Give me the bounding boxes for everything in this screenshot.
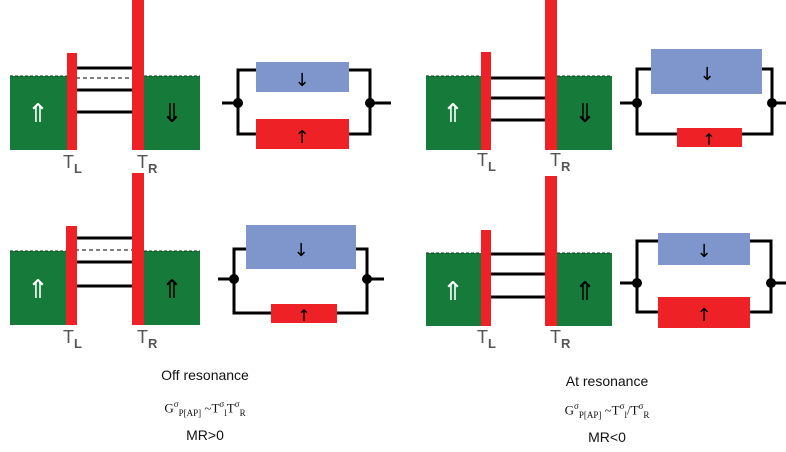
- spin-arrow-right: ⇑: [161, 275, 183, 305]
- spin-arrow-right: ⇓: [161, 99, 183, 129]
- right-barrier: [545, 0, 557, 150]
- left-barrier: [67, 53, 77, 150]
- junction-node: [632, 98, 642, 108]
- off-resonance-mr: MR>0: [186, 427, 224, 443]
- off-resonance-formula: GσP[AP] ~TσlTσR: [164, 399, 246, 418]
- spin-arrow-left: ⇑: [442, 277, 464, 307]
- resistor-arrow: ↓: [696, 241, 711, 262]
- at-resonance-formula: GσP[AP] ~Tσl/TσR: [564, 401, 650, 420]
- spin-arrow-right: ⇑: [574, 277, 596, 307]
- left-electrode: [10, 251, 66, 325]
- panel-bottom-left-junction: ⇑ ⇑ TL TR: [10, 173, 200, 351]
- spin-arrow-left: ⇑: [442, 99, 464, 129]
- left-barrier: [481, 52, 491, 150]
- resistor-spin-up: [677, 128, 742, 147]
- resistor-arrow: ↑: [702, 130, 715, 149]
- t-right-label: TR: [137, 327, 158, 351]
- circuit-top-left-parts: ↓ ↑: [233, 62, 375, 149]
- panel-top-right-junction: ⇑ ⇓ TL TR: [426, 0, 612, 174]
- circuit-top-right-parts: ↓ ↑: [632, 49, 777, 149]
- t-left-label: TL: [477, 327, 496, 351]
- right-barrier: [132, 0, 144, 150]
- right-barrier: [545, 176, 557, 326]
- resistor-spin-up: [256, 119, 349, 149]
- at-resonance-title: At resonance: [565, 373, 649, 389]
- right-electrode: [557, 253, 612, 326]
- right-electrode: [557, 76, 612, 150]
- t-right-label: TR: [550, 327, 571, 351]
- circuit-bottom-left-parts: ↓ ↑: [229, 225, 372, 325]
- t-left-label: TL: [63, 152, 82, 176]
- resistor-arrow: ↓: [293, 240, 308, 261]
- left-electrode: [426, 253, 481, 326]
- junction-node: [767, 98, 777, 108]
- resistor-spin-up: [271, 304, 337, 323]
- panel-top-left-junction: ⇑ ⇓ TL TR: [10, 0, 200, 176]
- right-electrode: [144, 76, 200, 150]
- panel-bottom-right-junction: ⇑ ⇑ TL TR: [426, 176, 612, 351]
- resistor-spin-up: [658, 297, 750, 328]
- t-left-label: TL: [477, 150, 496, 174]
- t-left-label: TL: [63, 327, 82, 351]
- off-resonance-title: Off resonance: [161, 367, 249, 383]
- t-right-label: TR: [550, 150, 571, 174]
- left-electrode: [10, 76, 67, 150]
- resistor-arrow: ↑: [294, 127, 309, 148]
- right-barrier: [132, 173, 144, 325]
- resistor-arrow: ↓: [699, 64, 714, 85]
- resistor-spin-down: [256, 62, 349, 92]
- resistor-spin-down: [246, 225, 356, 269]
- right-electrode: [144, 251, 200, 325]
- resistor-arrow: ↑: [696, 305, 711, 326]
- junction-node: [233, 98, 243, 108]
- spin-arrow-left: ⇑: [27, 275, 49, 305]
- junction-node: [632, 278, 642, 288]
- resistor-arrow: ↑: [297, 306, 310, 325]
- circuit-bottom-right-parts: ↓ ↑: [632, 233, 776, 328]
- spin-arrow-left: ⇑: [27, 99, 49, 129]
- junction-node: [229, 274, 239, 284]
- junction-node: [362, 274, 372, 284]
- junction-node: [766, 278, 776, 288]
- left-electrode: [426, 76, 481, 150]
- resistor-arrow: ↓: [294, 70, 309, 91]
- junction-node: [365, 98, 375, 108]
- left-barrier: [481, 230, 491, 326]
- resistor-spin-down: [658, 233, 750, 265]
- at-resonance-mr: MR<0: [588, 429, 626, 445]
- resistor-spin-down: [651, 49, 762, 94]
- t-right-label: TR: [137, 152, 158, 176]
- spin-arrow-right: ⇓: [574, 99, 596, 129]
- left-barrier: [66, 226, 77, 325]
